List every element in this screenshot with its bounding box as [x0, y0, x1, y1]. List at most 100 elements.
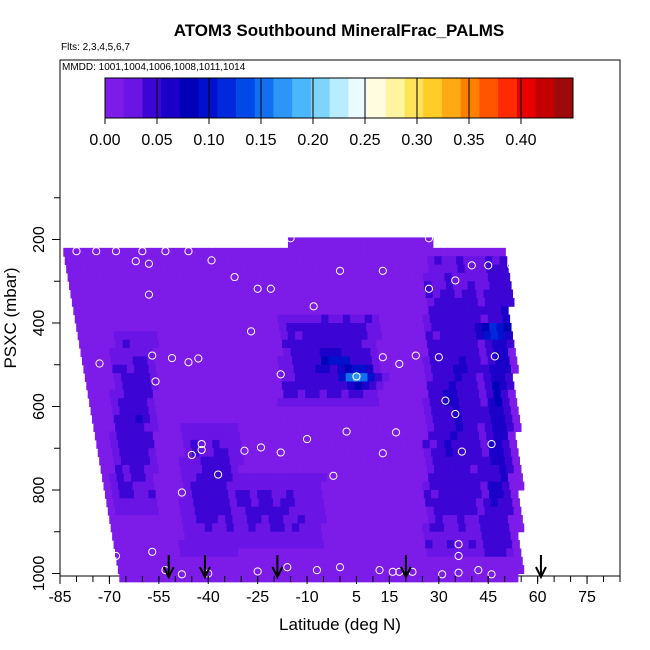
heat-cell: [455, 339, 464, 349]
heat-cell: [194, 381, 203, 391]
heat-cell: [181, 431, 190, 441]
heat-cell: [374, 456, 383, 466]
heat-cell: [102, 306, 111, 316]
heat-cell: [318, 297, 327, 307]
dates-subtitle: MMDD: 1001,1004,1006,1008,1011,1014: [62, 62, 246, 73]
heat-cell: [353, 237, 361, 257]
heat-cell: [145, 556, 154, 566]
heat-cell: [378, 439, 387, 449]
heat-cell: [449, 515, 458, 524]
heat-cell: [509, 481, 518, 491]
heat-cell: [470, 381, 479, 391]
heat-cell: [489, 281, 498, 291]
heat-cell: [487, 565, 496, 574]
heat-cell: [164, 498, 173, 508]
heat-cell: [457, 473, 465, 483]
heat-cell: [146, 565, 155, 574]
heat-cell: [461, 498, 470, 508]
heat-cell: [278, 573, 287, 583]
heat-cell: [300, 323, 309, 332]
heat-cell: [180, 423, 189, 433]
heat-cell: [325, 464, 334, 474]
heat-cell: [307, 531, 316, 541]
heat-cell: [467, 364, 476, 374]
heat-cell: [106, 289, 115, 299]
heat-cell: [263, 314, 271, 324]
heat-cell: [233, 481, 242, 491]
heat-cell: [444, 314, 453, 324]
heat-cell: [263, 398, 271, 407]
heat-cell: [279, 281, 287, 291]
heat-cell: [338, 540, 346, 549]
heat-cell: [241, 356, 250, 366]
heat-cell: [316, 237, 325, 257]
sample-point: [441, 396, 450, 405]
heat-cell: [324, 331, 332, 341]
heat-cell: [357, 356, 366, 366]
heat-cell: [426, 506, 435, 516]
heat-cell: [187, 464, 196, 474]
heat-cell: [179, 331, 187, 341]
heat-cell: [379, 272, 387, 282]
heat-cell: [94, 389, 103, 399]
heat-cell: [245, 339, 254, 349]
heat-cell: [490, 373, 499, 382]
heat-cell: [331, 373, 339, 382]
heat-cell: [470, 339, 479, 349]
heat-cell: [370, 556, 378, 566]
colorbar-swatch: [292, 78, 312, 118]
heat-cell: [423, 573, 432, 583]
heat-cell: [365, 573, 374, 583]
heat-cell: [500, 306, 509, 316]
heat-cell: [270, 272, 279, 282]
heat-cell: [162, 490, 171, 499]
heat-cell: [294, 498, 303, 508]
heat-cell: [382, 237, 390, 257]
heat-cell: [158, 423, 167, 433]
colorbar-tick-label: 0.15: [245, 132, 276, 149]
heat-cell: [274, 297, 283, 307]
heat-cell: [487, 272, 496, 282]
heat-cell: [174, 431, 183, 441]
heat-cell: [403, 498, 412, 508]
heat-cell: [429, 565, 438, 574]
heat-cell: [281, 423, 290, 433]
heat-cell: [235, 490, 244, 499]
heat-cell: [354, 423, 363, 433]
heat-cell: [223, 423, 232, 433]
heat-cell: [239, 556, 248, 566]
arrow-head: [162, 566, 175, 580]
heat-cell: [147, 356, 155, 366]
heat-cell: [364, 272, 373, 282]
heat-cell: [242, 490, 251, 499]
heat-cell: [431, 448, 439, 458]
heat-cell: [389, 237, 398, 257]
heat-cell: [268, 473, 277, 483]
heat-cell: [410, 540, 419, 549]
heat-cell: [412, 297, 421, 307]
sample-point: [256, 443, 266, 452]
heat-cell: [293, 490, 302, 499]
heat-cell: [84, 289, 93, 299]
heat-cell: [358, 323, 367, 332]
heat-cell: [425, 373, 434, 382]
heat-cell: [160, 431, 168, 441]
heat-cell: [447, 289, 456, 299]
heat-cell: [302, 373, 310, 382]
heat-cell: [174, 556, 183, 566]
heat-cell: [386, 398, 395, 407]
heat-cell: [154, 481, 162, 491]
heat-cell: [132, 272, 141, 282]
heat-cell: [143, 548, 152, 558]
heat-cell: [243, 540, 252, 549]
heat-cell: [271, 281, 280, 291]
heat-cell: [480, 523, 489, 533]
heat-cell: [151, 423, 160, 433]
heat-cell: [384, 515, 393, 524]
heat-cell: [160, 306, 169, 316]
heat-cell: [199, 448, 207, 458]
heat-cell: [386, 523, 394, 533]
heat-cell: [210, 431, 219, 441]
heat-cell: [190, 439, 199, 449]
heat-cell: [342, 565, 351, 574]
